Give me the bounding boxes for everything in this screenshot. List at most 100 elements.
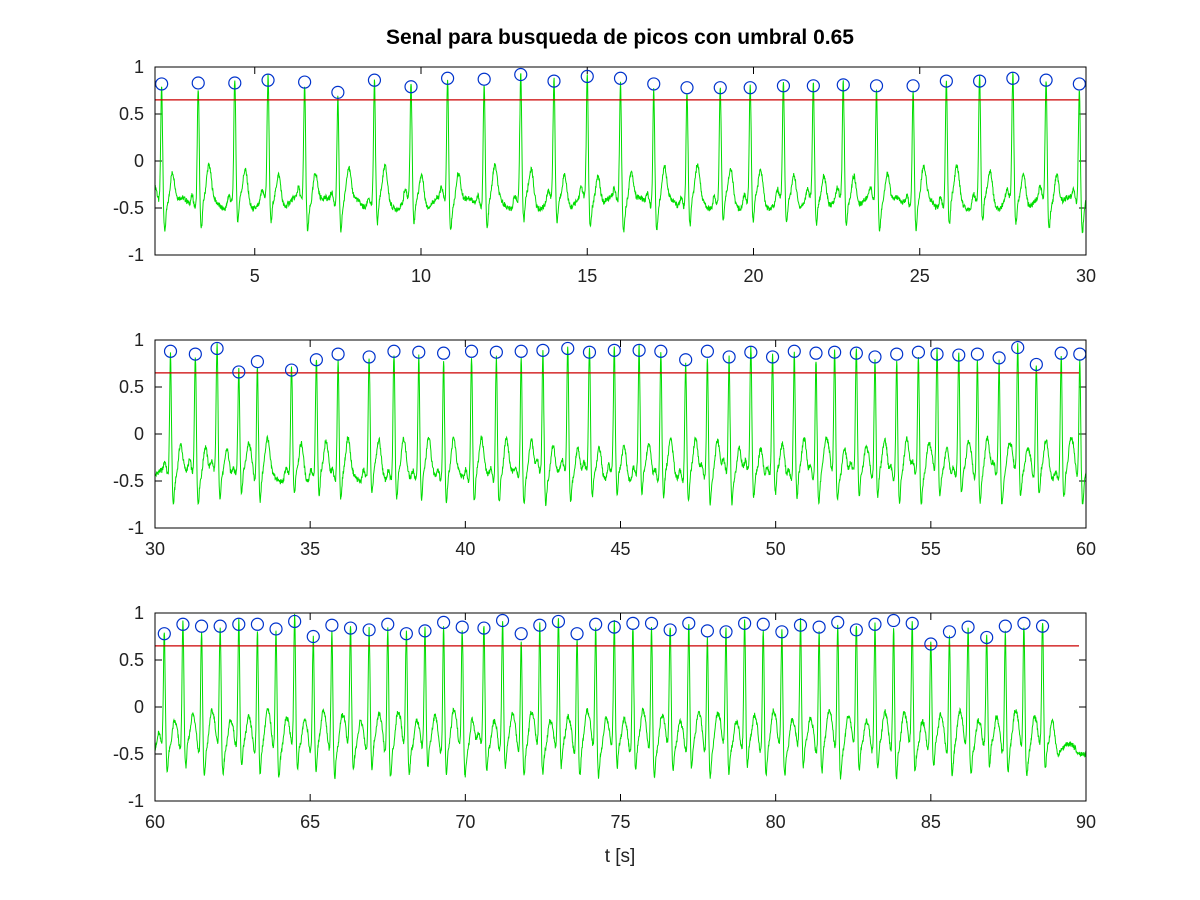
peak-marker (362, 350, 376, 364)
peak-marker (1054, 346, 1068, 360)
peak-marker (719, 625, 733, 639)
peak-marker (682, 616, 696, 630)
peak-marker (654, 344, 668, 358)
ytick-label: -0.5 (113, 198, 144, 218)
peak-marker (1039, 73, 1053, 87)
peak-marker (890, 347, 904, 361)
peak-marker (331, 85, 345, 99)
peak-marker (331, 347, 345, 361)
peak-marker (228, 76, 242, 90)
xtick-label: 55 (921, 539, 941, 559)
xtick-label: 45 (610, 539, 630, 559)
peak-marker (849, 623, 863, 637)
peak-marker (680, 81, 694, 95)
peak-marker (886, 613, 901, 628)
peak-marker (756, 617, 770, 631)
peak-marker (298, 75, 312, 89)
peak-marker (580, 69, 594, 84)
peak-marker (775, 625, 789, 639)
ytick-label: 0.5 (119, 377, 144, 397)
peak-marker (284, 363, 299, 377)
figure-title: Senal para busqueda de picos con umbral … (386, 26, 854, 49)
axes-box (154, 66, 1087, 256)
peak-marker (477, 72, 491, 86)
peak-marker (250, 617, 265, 631)
peak-marker (1017, 616, 1031, 630)
peak-marker (437, 346, 451, 360)
peak-marker (514, 344, 528, 358)
peak-marker (495, 613, 510, 628)
peak-marker (547, 74, 561, 88)
ytick-label: 0 (134, 424, 144, 444)
signal-series (154, 613, 1087, 780)
peak-marker (582, 345, 597, 359)
peak-marker (1072, 77, 1086, 91)
peak-marker (536, 343, 550, 357)
xtick-label: 50 (766, 539, 786, 559)
peak-marker (570, 627, 584, 641)
peak-marker (261, 73, 275, 87)
peak-marker (210, 341, 224, 356)
xtick-label: 35 (300, 539, 320, 559)
xtick-label: 25 (910, 266, 930, 286)
xtick-label: 85 (921, 812, 941, 832)
peak-marker (930, 347, 944, 361)
ytick-label: 0.5 (119, 104, 144, 124)
peak-marker (404, 80, 418, 94)
peak-marker (793, 618, 808, 632)
peak-marker (309, 353, 323, 367)
xtick-label: 40 (455, 539, 475, 559)
xtick-label: 20 (743, 266, 763, 286)
peak-marker (1011, 340, 1025, 355)
peak-marker (607, 620, 621, 634)
peak-marker (561, 341, 575, 356)
peak-marker (992, 351, 1006, 365)
peak-marker (191, 76, 205, 90)
peak-marker (514, 67, 528, 82)
ytick-label: -0.5 (113, 744, 144, 764)
peak-marker (679, 353, 693, 367)
peak-marker (381, 617, 395, 631)
peak-marker (613, 71, 628, 85)
signal-series (154, 343, 1087, 507)
peak-marker (828, 345, 842, 359)
peak-marker (157, 627, 171, 641)
peak-marker (765, 350, 780, 364)
peak-marker (911, 345, 926, 359)
peak-marker (632, 343, 646, 357)
peak-marker (939, 74, 953, 88)
peak-marker (387, 344, 401, 358)
peak-marker (163, 344, 178, 358)
peak-marker (477, 621, 491, 635)
peak-marker (700, 344, 714, 358)
peak-marker (626, 616, 640, 630)
peak-marker (489, 345, 503, 359)
peak-marker (232, 365, 246, 379)
peak-marker (455, 620, 469, 634)
peak-marker (412, 345, 426, 359)
peak-marker (942, 625, 957, 639)
peak-marker (972, 74, 987, 88)
xtick-label: 30 (145, 539, 165, 559)
peak-marker (232, 617, 246, 631)
peak-marker (514, 627, 528, 641)
peak-marker (607, 343, 621, 357)
peak-marker (1006, 71, 1020, 85)
peak-marker (343, 621, 358, 635)
peak-marker (418, 624, 432, 638)
peak-marker (952, 348, 966, 362)
peak-marker (722, 350, 736, 364)
peak-marker (743, 81, 757, 95)
peak-marker (924, 637, 938, 651)
peak-marker (849, 346, 863, 360)
ytick-label: -1 (128, 791, 144, 811)
peak-marker (213, 619, 227, 633)
xtick-label: 10 (411, 266, 431, 286)
peak-marker (744, 345, 758, 359)
ytick-label: 0 (134, 697, 144, 717)
xtick-label: 80 (766, 812, 786, 832)
ytick-label: 1 (134, 330, 144, 350)
peak-marker (464, 344, 479, 358)
peak-marker (589, 617, 603, 631)
